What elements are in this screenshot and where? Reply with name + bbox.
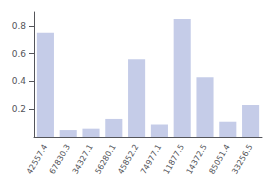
svg-text:0.4: 0.4 [12,76,27,86]
svg-text:0.8: 0.8 [12,21,27,31]
svg-text:34327.1: 34327.1 [71,143,95,176]
svg-text:11877.5: 11877.5 [162,143,186,176]
svg-text:85051.4: 85051.4 [207,143,231,176]
svg-text:42557.4: 42557.4 [25,143,49,176]
svg-text:33256.5: 33256.5 [230,143,254,176]
svg-text:45852.2: 45852.2 [116,143,140,176]
svg-text:0.2: 0.2 [12,104,26,114]
svg-text:67830.3: 67830.3 [48,143,72,176]
svg-text:56280.1: 56280.1 [93,143,117,176]
svg-text:74977.1: 74977.1 [139,143,163,176]
svg-text:0.6: 0.6 [12,49,27,59]
svg-text:14372.5: 14372.5 [185,143,209,176]
